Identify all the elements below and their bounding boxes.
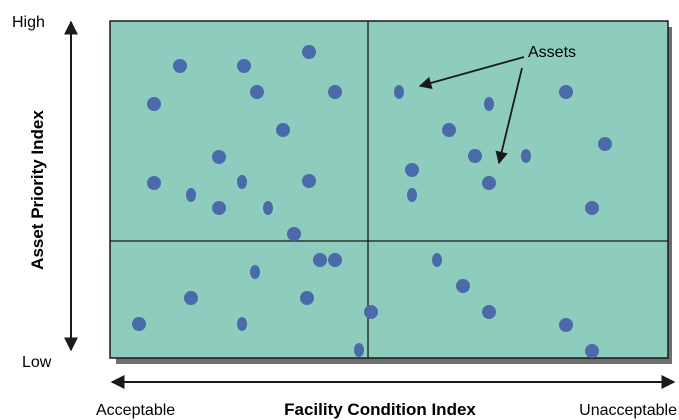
asset-dot bbox=[300, 291, 314, 305]
asset-dot bbox=[212, 150, 226, 164]
asset-dot bbox=[328, 85, 342, 99]
asset-dot bbox=[482, 305, 496, 319]
asset-dot bbox=[250, 265, 260, 279]
x-axis-right-label: Unacceptable bbox=[579, 402, 677, 419]
asset-dot bbox=[559, 85, 573, 99]
asset-dot bbox=[302, 174, 316, 188]
priority-matrix bbox=[109, 20, 669, 359]
asset-dot bbox=[250, 85, 264, 99]
asset-dot bbox=[302, 45, 316, 59]
asset-dot bbox=[559, 318, 573, 332]
asset-dot bbox=[313, 253, 327, 267]
asset-dot bbox=[237, 317, 247, 331]
assets-callout-label: Assets bbox=[528, 44, 576, 61]
asset-dot bbox=[354, 343, 364, 357]
asset-dot bbox=[237, 59, 251, 73]
asset-dot bbox=[132, 317, 146, 331]
asset-dot bbox=[442, 123, 456, 137]
asset-dot bbox=[482, 176, 496, 190]
asset-dot bbox=[585, 201, 599, 215]
asset-dot bbox=[276, 123, 290, 137]
asset-dot bbox=[184, 291, 198, 305]
asset-dot bbox=[585, 344, 599, 358]
asset-dot bbox=[394, 85, 404, 99]
asset-dot bbox=[364, 305, 378, 319]
asset-dot bbox=[407, 188, 417, 202]
x-axis-title: Facility Condition Index bbox=[284, 400, 476, 419]
asset-dot bbox=[212, 201, 226, 215]
asset-dot bbox=[521, 149, 531, 163]
asset-dot bbox=[173, 59, 187, 73]
asset-dot bbox=[263, 201, 273, 215]
asset-dot bbox=[484, 97, 494, 111]
asset-dot bbox=[147, 97, 161, 111]
asset-dot bbox=[432, 253, 442, 267]
asset-dot bbox=[147, 176, 161, 190]
asset-dot bbox=[598, 137, 612, 151]
y-axis-low-label: Low bbox=[22, 354, 52, 371]
asset-dot bbox=[456, 279, 470, 293]
asset-dots bbox=[132, 45, 612, 358]
callout-arrow-upper bbox=[418, 56, 525, 90]
asset-dot bbox=[405, 163, 419, 177]
asset-dot bbox=[287, 227, 301, 241]
y-axis-high-label: High bbox=[12, 14, 45, 31]
x-axis-left-label: Acceptable bbox=[96, 402, 175, 419]
asset-dot bbox=[186, 188, 196, 202]
asset-dot bbox=[468, 149, 482, 163]
callout-arrow-lower bbox=[495, 67, 523, 165]
asset-dot bbox=[237, 175, 247, 189]
y-axis-title: Asset Priority Index bbox=[28, 110, 47, 270]
asset-dot bbox=[328, 253, 342, 267]
